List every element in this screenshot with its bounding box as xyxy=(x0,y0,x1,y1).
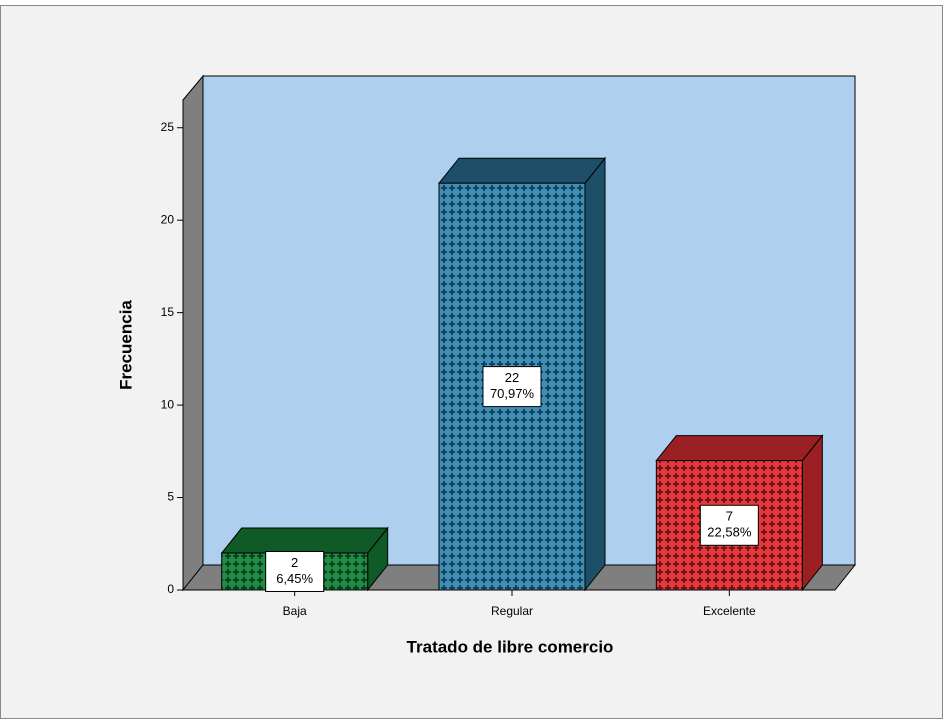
y-tick-label: 20 xyxy=(161,212,175,226)
bar-side xyxy=(801,434,823,592)
data-label: 2 xyxy=(291,555,298,570)
y-tick-label: 0 xyxy=(167,582,174,596)
y-tick-label: 15 xyxy=(161,305,175,319)
y-tick-label: 25 xyxy=(161,120,175,134)
side-wall xyxy=(182,74,204,592)
data-label-box xyxy=(265,551,325,593)
x-tick-label: Baja xyxy=(283,604,307,618)
bar-side xyxy=(584,156,606,592)
bar-top xyxy=(220,527,389,554)
data-label: 7 xyxy=(726,509,733,524)
data-label-percent: 6,45% xyxy=(276,571,313,586)
x-tick-label: Excelente xyxy=(703,604,756,618)
bar-top xyxy=(655,435,824,462)
data-label-box xyxy=(699,504,759,546)
x-axis-title: Tratado de libre comercio xyxy=(407,637,614,656)
data-label-percent: 70,97% xyxy=(490,386,535,401)
data-label-box xyxy=(482,366,542,408)
data-label-percent: 22,58% xyxy=(707,525,752,540)
x-tick-label: Regular xyxy=(491,604,533,618)
y-axis-title: Frecuencia xyxy=(116,300,135,390)
data-label: 22 xyxy=(505,370,519,385)
y-tick-label: 5 xyxy=(167,490,174,504)
bar-top xyxy=(437,157,607,184)
y-tick-label: 10 xyxy=(161,397,175,411)
